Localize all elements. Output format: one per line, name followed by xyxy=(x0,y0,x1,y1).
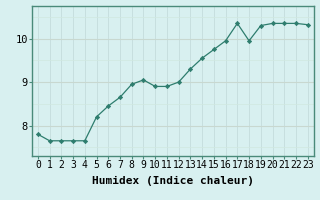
X-axis label: Humidex (Indice chaleur): Humidex (Indice chaleur) xyxy=(92,176,254,186)
